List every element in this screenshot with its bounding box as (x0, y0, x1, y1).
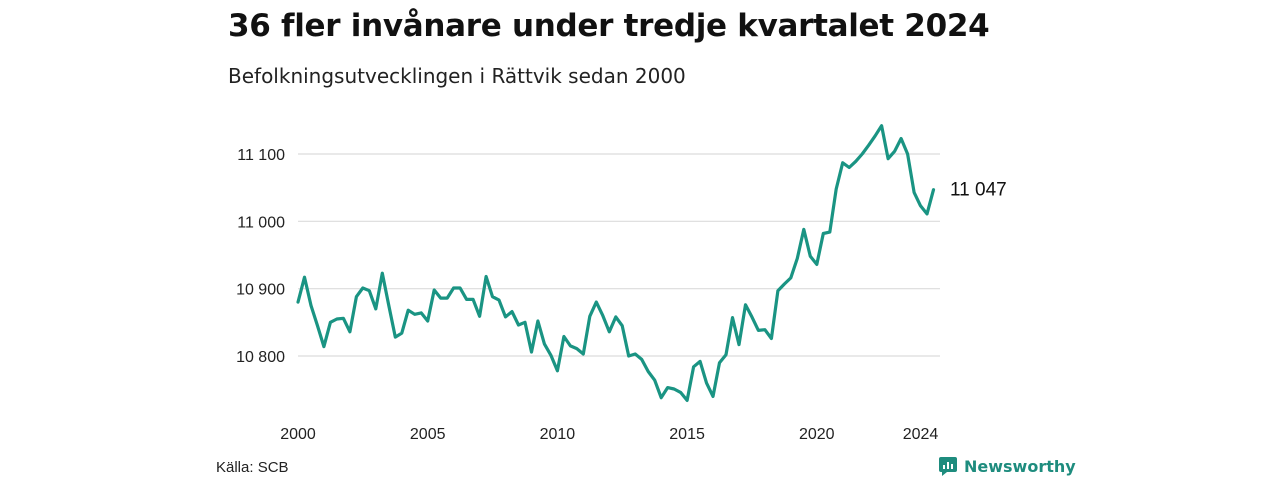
brand-logo[interactable]: Newsworthy (938, 456, 1076, 476)
y-tick-label: 10 800 (236, 349, 285, 366)
end-value-label: 11 047 (950, 180, 1007, 201)
chart-title: 36 fler invånare under tredje kvartalet … (228, 8, 990, 44)
newsworthy-logo-icon (939, 457, 957, 476)
x-tick-label: 2024 (903, 426, 939, 443)
brand-name: Newsworthy (964, 456, 1076, 476)
x-tick-label: 2015 (669, 426, 705, 443)
chart-subtitle: Befolkningsutvecklingen i Rättvik sedan … (228, 64, 686, 88)
series-line (296, 124, 936, 402)
x-tick-label: 2005 (410, 426, 446, 443)
y-tick-label: 11 100 (237, 147, 285, 164)
source-note: Källa: SCB (216, 459, 289, 476)
x-tick-label: 2020 (799, 426, 835, 443)
y-tick-label: 10 900 (236, 282, 285, 299)
x-tick-label: 2010 (540, 426, 576, 443)
y-tick-label: 11 000 (237, 214, 285, 231)
x-tick-label: 2000 (280, 426, 316, 443)
